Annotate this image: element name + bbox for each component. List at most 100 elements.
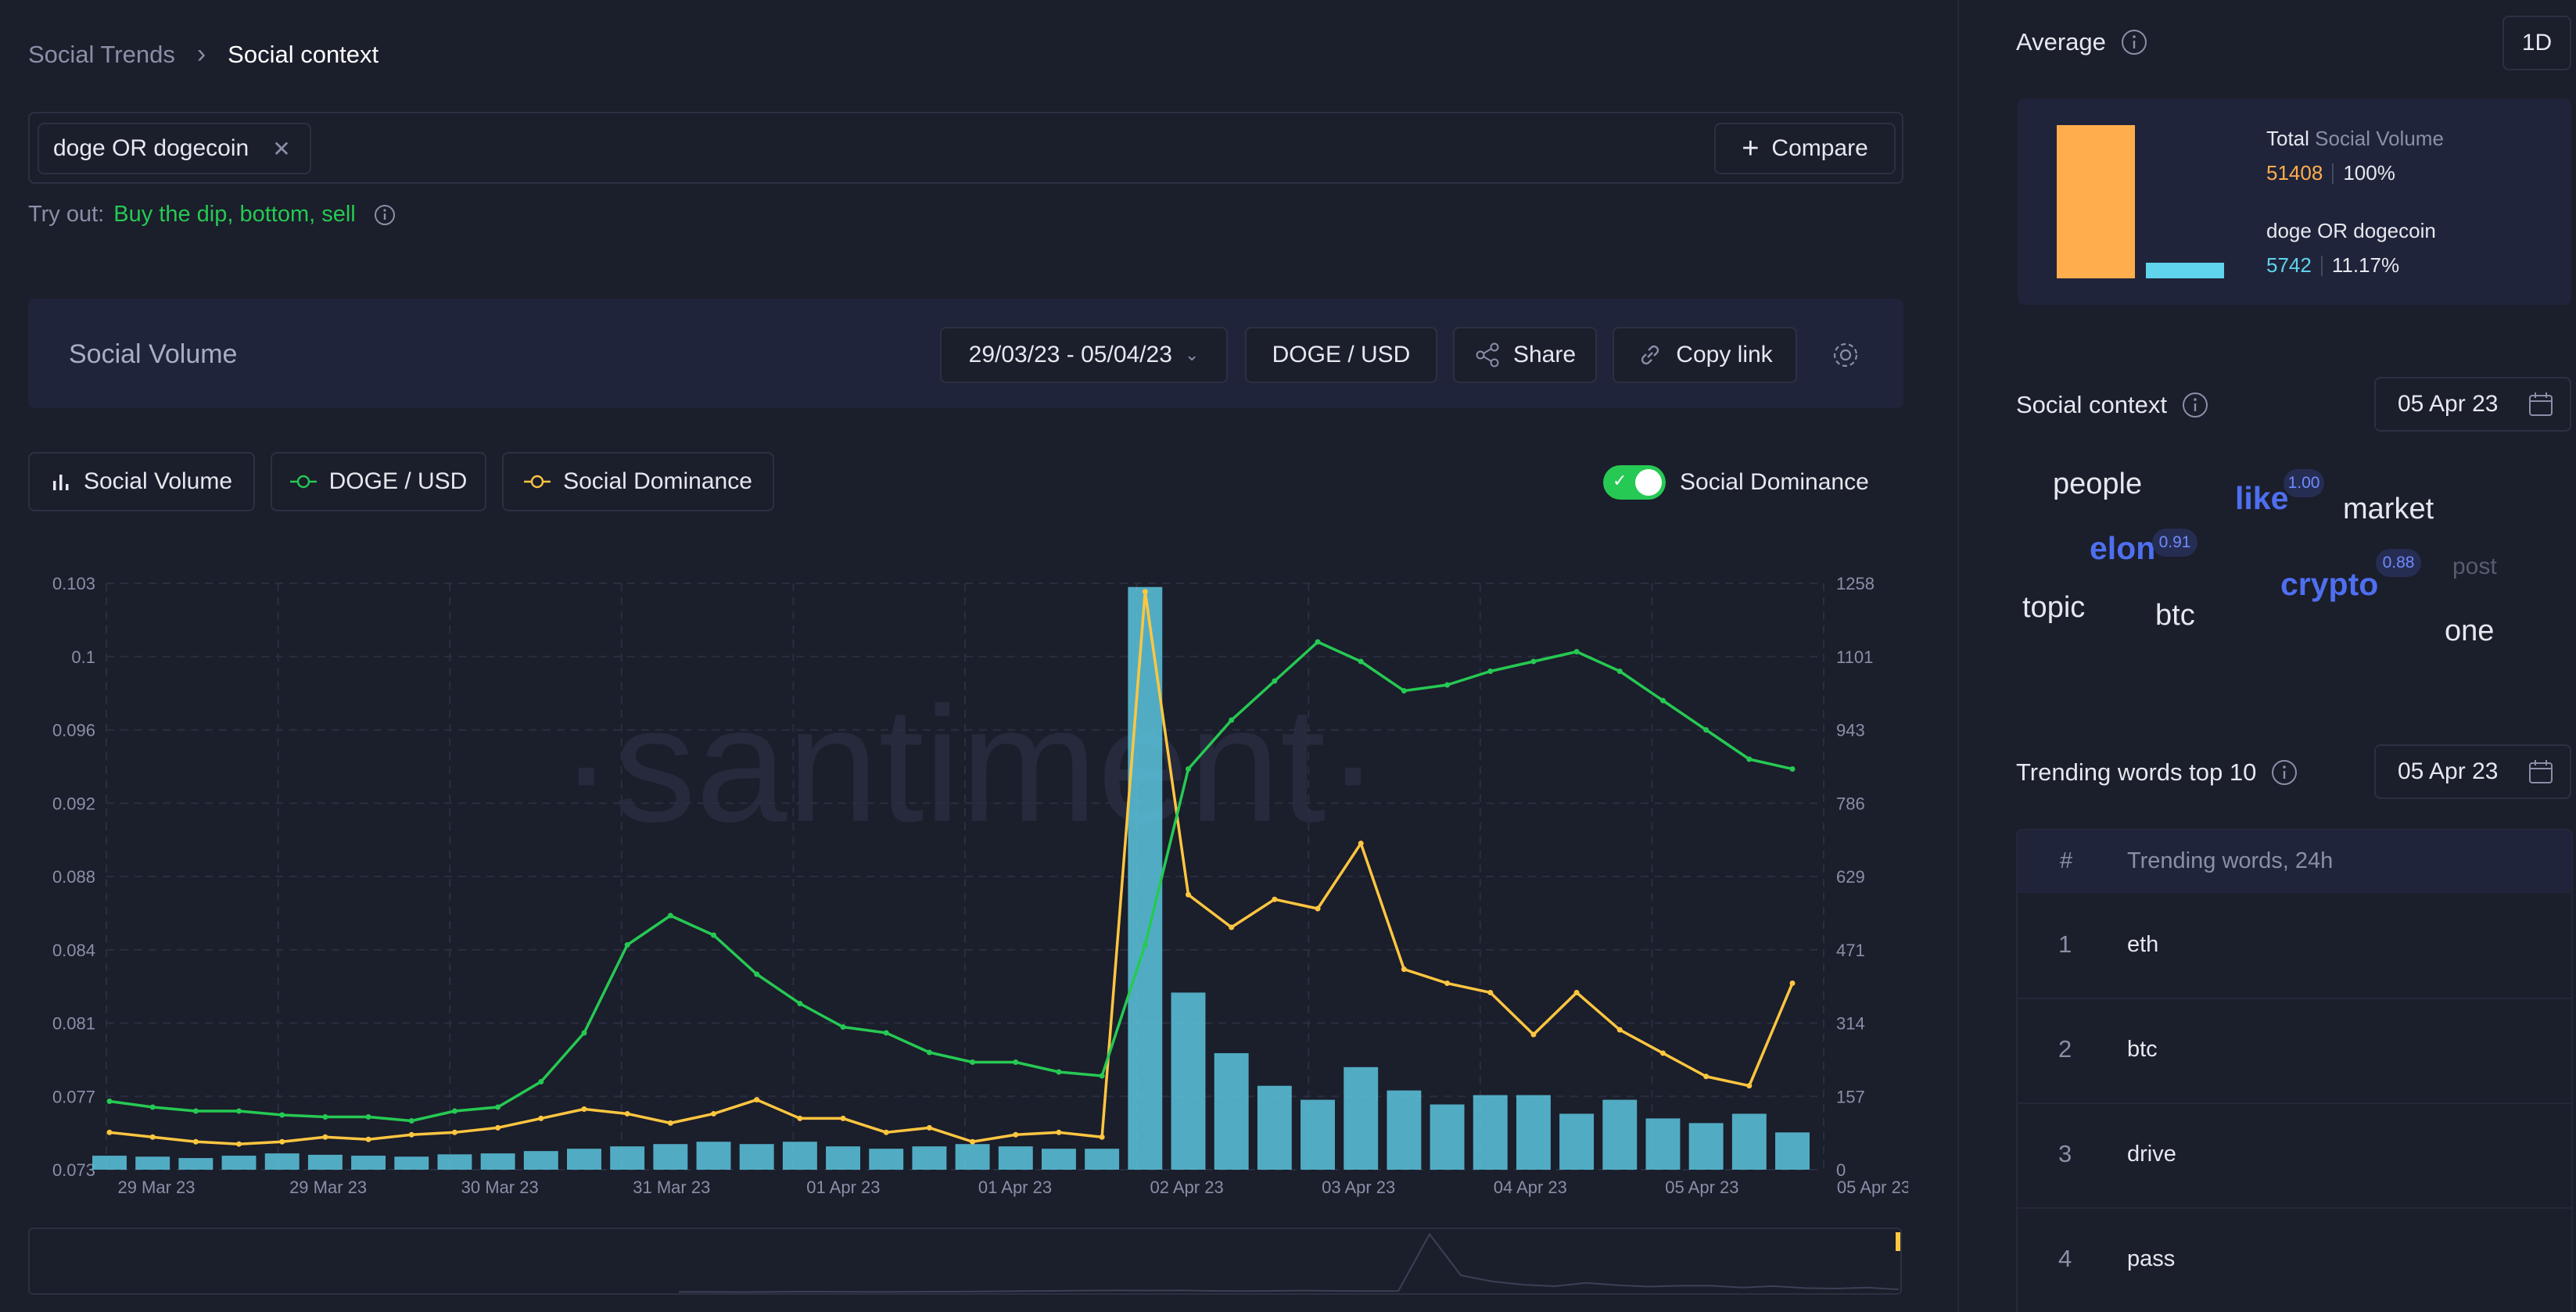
doge-usd-line-point — [106, 1099, 113, 1104]
doge-usd-line-point — [1616, 669, 1623, 674]
social-dominance-line-point — [754, 1097, 760, 1103]
main-chart[interactable]: ·santiment· 0.103 1258 0.1 1101 0.096 943 0.092… — [0, 547, 1908, 1204]
trending-word[interactable]: drive — [2127, 1142, 2176, 1167]
social-dominance-line-point — [1272, 896, 1278, 902]
trending-word[interactable]: eth — [2127, 932, 2159, 957]
volume-bar — [523, 1151, 558, 1170]
x-tick-label: 31 Mar 23 — [633, 1178, 710, 1197]
copy-link-button[interactable]: Copy link — [1613, 327, 1797, 383]
social-dominance-line-point — [1444, 980, 1451, 987]
compare-button[interactable]: + Compare — [1714, 123, 1896, 174]
calendar-icon — [2528, 758, 2554, 785]
social-dominance-line-point — [1401, 966, 1407, 973]
y-left-tick-label: 0.1 — [71, 647, 95, 667]
word-cloud: people like 1.00 market elon 0.91 post c… — [2018, 453, 2571, 665]
word-cloud-item[interactable]: market — [2343, 493, 2434, 525]
social-dominance-line-point — [1358, 841, 1364, 847]
calendar-icon — [2528, 391, 2554, 418]
doge-usd-line-point — [1746, 756, 1753, 762]
query-values: 5742 11.17% — [2266, 253, 2399, 278]
date-label: 05 Apr 23 — [2398, 391, 2499, 417]
doge-usd-line-point — [1703, 727, 1710, 733]
doge-usd-line-point — [1056, 1069, 1062, 1075]
doge-usd-line-point — [538, 1079, 544, 1084]
trending-title-text: Trending words top 10 — [2016, 758, 2257, 786]
chart-navigator[interactable] — [28, 1228, 1902, 1295]
y-right-tick-label: 471 — [1836, 941, 1865, 960]
trending-date-picker[interactable]: 05 Apr 23 — [2374, 744, 2571, 799]
social-context-title: Social context — [2016, 391, 2209, 419]
total-metric-text: Social Volume — [2315, 127, 2444, 150]
volume-bar — [955, 1144, 990, 1170]
navigator-handle[interactable] — [1896, 1232, 1900, 1251]
doge-usd-line-point — [754, 971, 760, 977]
doge-usd-line-point — [1315, 639, 1321, 645]
social-dominance-toggle[interactable]: ✓ — [1603, 465, 1666, 500]
word-cloud-item[interactable]: elon — [2090, 530, 2156, 566]
y-right-tick-label: 629 — [1836, 867, 1865, 887]
social-context-date-picker[interactable]: 05 Apr 23 — [2374, 377, 2571, 432]
col-header-number: # — [2060, 848, 2073, 873]
doge-usd-line-point — [495, 1104, 501, 1110]
social-dominance-line-point — [797, 1115, 803, 1121]
word-cloud-item[interactable]: one — [2445, 615, 2495, 647]
search-chip[interactable]: doge OR dogecoin ✕ — [38, 123, 311, 174]
row-rank: 2 — [2058, 1035, 2072, 1063]
total-label-text: Total — [2266, 127, 2309, 150]
share-button[interactable]: Share — [1453, 327, 1597, 383]
social-dominance-line-point — [711, 1110, 717, 1117]
trending-table-header — [2018, 830, 2571, 893]
query-value: 5742 — [2266, 253, 2312, 277]
word-cloud-item[interactable]: topic — [2022, 591, 2086, 624]
volume-bar — [1602, 1099, 1638, 1170]
breadcrumb-parent-link[interactable]: Social Trends — [28, 40, 175, 68]
doge-usd-line-point — [883, 1030, 889, 1036]
word-cloud-item[interactable]: like — [2235, 480, 2289, 516]
volume-bar — [264, 1153, 300, 1170]
info-icon[interactable] — [2120, 28, 2148, 56]
volume-bar — [696, 1142, 731, 1170]
date-range-picker[interactable]: 29/03/23 - 05/04/23 ⌄ — [940, 327, 1228, 383]
trending-word[interactable]: btc — [2127, 1037, 2158, 1062]
trending-word[interactable]: pass — [2127, 1246, 2176, 1271]
x-tick-label: 29 Mar 23 — [289, 1178, 367, 1197]
period-button[interactable]: 1D — [2502, 16, 2571, 70]
tryout-suggestions-link[interactable]: Buy the dip, bottom, sell — [113, 202, 356, 227]
word-cloud-item[interactable]: post — [2452, 554, 2497, 579]
volume-bar — [998, 1146, 1033, 1170]
date-label: 05 Apr 23 — [2398, 758, 2499, 784]
doge-usd-line-point — [926, 1049, 932, 1056]
volume-bar — [221, 1156, 257, 1170]
info-icon[interactable] — [373, 203, 396, 227]
close-icon[interactable]: ✕ — [272, 136, 291, 161]
search-bar[interactable] — [28, 112, 1903, 184]
social-dominance-line-point — [1229, 924, 1235, 930]
doge-usd-line-point — [408, 1118, 414, 1124]
table-row[interactable]: 3 drive — [2018, 1104, 2571, 1207]
metric-chip-social-dominance[interactable]: Social Dominance — [502, 452, 774, 511]
volume-bar — [1645, 1118, 1681, 1170]
link-icon — [1637, 342, 1663, 368]
table-row[interactable]: 1 eth — [2018, 894, 2571, 998]
chevron-right-icon: › — [196, 39, 206, 69]
value-separator — [2332, 163, 2334, 184]
metric-chip-doge-usd[interactable]: DOGE / USD — [271, 452, 486, 511]
settings-gear-icon[interactable] — [1830, 339, 1861, 371]
word-cloud-item[interactable]: people — [2053, 468, 2143, 500]
social-dominance-line-point — [106, 1129, 113, 1135]
pair-button[interactable]: DOGE / USD — [1245, 327, 1437, 383]
info-icon[interactable] — [2181, 391, 2209, 419]
volume-bar — [92, 1156, 127, 1170]
table-row[interactable]: 2 btc — [2018, 999, 2571, 1102]
info-icon[interactable] — [2270, 758, 2298, 787]
metric-chip-social-volume[interactable]: Social Volume — [28, 452, 255, 511]
social-dominance-line-point — [581, 1106, 587, 1112]
word-cloud-item[interactable]: btc — [2155, 599, 2195, 632]
word-cloud-item[interactable]: crypto — [2280, 566, 2379, 602]
navigator-line — [678, 1232, 1900, 1293]
table-row[interactable]: 4 pass — [2018, 1209, 2571, 1312]
volume-bar — [1085, 1149, 1120, 1170]
chart-title: Social Volume — [69, 339, 238, 369]
x-tick-label: 05 Apr 23 — [1665, 1178, 1738, 1197]
social-dominance-line-point — [451, 1129, 457, 1135]
